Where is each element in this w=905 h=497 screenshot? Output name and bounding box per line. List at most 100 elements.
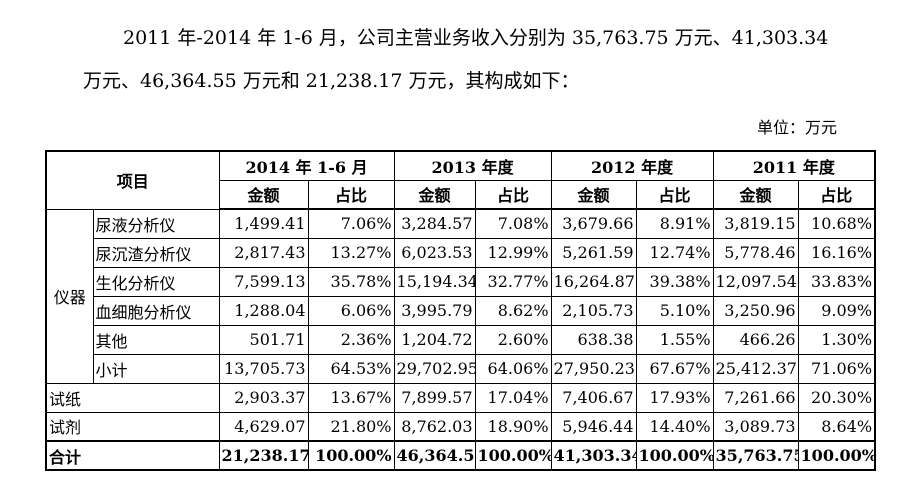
cell-value: 100.00% [635, 440, 714, 471]
cell-value: 1,499.41 [218, 208, 309, 239]
cell-value: 2,903.37 [218, 382, 309, 413]
cell-value: 46,364.55 [393, 440, 476, 471]
table-header: 项目 2014 年 1-6 月 2013 年度 2012 年度 2011 年度 … [45, 150, 876, 210]
table-row: 血细胞分析仪 1,288.04 6.06% 3,995.79 8.62% 2,1… [46, 295, 876, 326]
amount-header: 金额 [218, 179, 309, 210]
cell-value: 13,705.73 [218, 353, 309, 384]
cell-value: 1,288.04 [218, 295, 309, 326]
unit-label: 单位：万元 [756, 118, 837, 137]
share-header: 占比 [635, 179, 714, 210]
period-header: 2011 年度 [712, 150, 876, 181]
cell-value: 33.83% [797, 266, 876, 297]
cell-value: 71.06% [797, 353, 876, 384]
cell-value: 5,778.46 [712, 237, 799, 268]
cell-value: 67.67% [635, 353, 714, 384]
cell-value: 1,204.72 [393, 324, 476, 355]
cell-value: 8.64% [797, 411, 876, 442]
row-label: 试剂 [45, 411, 220, 442]
row-label: 尿液分析仪 [92, 208, 220, 239]
table-row: 其他 501.71 2.36% 1,204.72 2.60% 638.38 1.… [46, 324, 876, 355]
cell-value: 5.10% [635, 295, 714, 326]
cell-value: 2,817.43 [218, 237, 309, 268]
cell-value: 21.80% [307, 411, 395, 442]
cell-value: 13.67% [307, 382, 395, 413]
cell-value: 3,819.15 [712, 208, 799, 239]
table-row-subtotal: 小计 13,705.73 64.53% 29,702.95 64.06% 27,… [46, 353, 876, 384]
cell-value: 7.08% [474, 208, 552, 239]
share-header: 占比 [474, 179, 552, 210]
cell-value: 41,303.34 [550, 440, 637, 471]
cell-value: 17.04% [474, 382, 552, 413]
cell-value: 2.36% [307, 324, 395, 355]
cell-value: 3,995.79 [393, 295, 476, 326]
cell-value: 29,702.95 [393, 353, 476, 384]
period-header: 2013 年度 [393, 150, 552, 181]
cell-value: 35.78% [307, 266, 395, 297]
cell-value: 35,763.75 [712, 440, 799, 471]
cell-value: 16.16% [797, 237, 876, 268]
cell-value: 15,194.34 [393, 266, 476, 297]
cell-value: 3,250.96 [712, 295, 799, 326]
cell-value: 501.71 [218, 324, 309, 355]
cell-value: 39.38% [635, 266, 714, 297]
cell-value: 8.91% [635, 208, 714, 239]
cell-value: 1.30% [797, 324, 876, 355]
cell-value: 7,899.57 [393, 382, 476, 413]
cell-value: 64.06% [474, 353, 552, 384]
cell-value: 2.60% [474, 324, 552, 355]
table-row: 试纸 2,903.37 13.67% 7,899.57 17.04% 7,406… [45, 382, 876, 413]
cell-value: 17.93% [635, 382, 714, 413]
cell-value: 8.62% [474, 295, 552, 326]
table-body: 仪器 尿液分析仪 1,499.41 7.06% 3,284.57 7.08% 3… [45, 208, 876, 471]
cell-value: 32.77% [474, 266, 552, 297]
cell-value: 466.26 [712, 324, 799, 355]
row-label: 小计 [92, 353, 220, 384]
income-composition-table: 项目 2014 年 1-6 月 2013 年度 2012 年度 2011 年度 … [45, 150, 877, 471]
cell-value: 3,284.57 [393, 208, 476, 239]
cell-value: 10.68% [797, 208, 876, 239]
cell-value: 21,238.17 [218, 440, 309, 471]
cell-value: 64.53% [307, 353, 395, 384]
amount-header: 金额 [550, 179, 637, 210]
cell-value: 25,412.37 [712, 353, 799, 384]
cell-value: 9.09% [797, 295, 876, 326]
cell-value: 18.90% [474, 411, 552, 442]
cell-value: 20.30% [797, 382, 876, 413]
row-label: 其他 [92, 324, 220, 355]
cell-value: 6.06% [307, 295, 395, 326]
table-row: 尿沉渣分析仪 2,817.43 13.27% 6,023.53 12.99% 5… [46, 237, 876, 268]
group-label-instruments: 仪器 [45, 208, 94, 384]
cell-value: 3,089.73 [712, 411, 799, 442]
row-label: 尿沉渣分析仪 [92, 237, 220, 268]
cell-value: 7.06% [307, 208, 395, 239]
row-label: 生化分析仪 [92, 266, 220, 297]
cell-value: 12.99% [474, 237, 552, 268]
amount-header: 金额 [712, 179, 799, 210]
period-header: 2012 年度 [550, 150, 714, 181]
table-row-total: 合计 21,238.17 100.00% 46,364.55 100.00% 4… [45, 440, 876, 471]
cell-value: 4,629.07 [218, 411, 309, 442]
table-row: 试剂 4,629.07 21.80% 8,762.03 18.90% 5,946… [45, 411, 876, 442]
cell-value: 7,406.67 [550, 382, 637, 413]
cell-value: 7,261.66 [712, 382, 799, 413]
row-label: 试纸 [45, 382, 220, 413]
item-header: 项目 [45, 150, 220, 210]
cell-value: 27,950.23 [550, 353, 637, 384]
row-label: 血细胞分析仪 [92, 295, 220, 326]
cell-value: 100.00% [797, 440, 876, 471]
cell-value: 5,261.59 [550, 237, 637, 268]
cell-value: 6,023.53 [393, 237, 476, 268]
row-label: 合计 [45, 440, 220, 471]
cell-value: 14.40% [635, 411, 714, 442]
amount-header: 金额 [393, 179, 476, 210]
cell-value: 5,946.44 [550, 411, 637, 442]
table-row: 生化分析仪 7,599.13 35.78% 15,194.34 32.77% 1… [46, 266, 876, 297]
share-header: 占比 [797, 179, 876, 210]
cell-value: 16,264.87 [550, 266, 637, 297]
cell-value: 3,679.66 [550, 208, 637, 239]
paragraph-line-1: 2011 年-2014 年 1-6 月，公司主营业务收入分别为 35,763.7… [123, 27, 829, 49]
cell-value: 7,599.13 [218, 266, 309, 297]
cell-value: 1.55% [635, 324, 714, 355]
paragraph-line-2: 万元、46,364.55 万元和 21,238.17 万元，其构成如下： [83, 70, 580, 92]
cell-value: 13.27% [307, 237, 395, 268]
